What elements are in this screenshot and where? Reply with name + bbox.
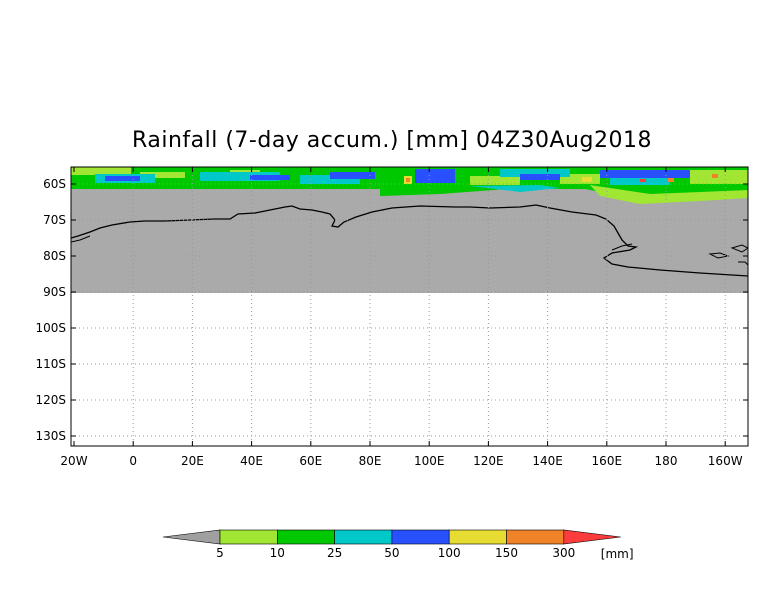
colorbar-tick-label: 300 — [552, 546, 575, 560]
lon-label: 180 — [655, 454, 678, 468]
lat-label: 110S — [35, 357, 66, 371]
rainfall-band — [71, 167, 748, 204]
lon-label: 140E — [532, 454, 563, 468]
colorbar-tick-label: 10 — [270, 546, 285, 560]
lat-label: 130S — [35, 429, 66, 443]
colorbar-tick-label: 150 — [495, 546, 518, 560]
colorbar-tick-label: 50 — [384, 546, 399, 560]
lon-label: 120E — [473, 454, 504, 468]
colorbar-tick-label: 100 — [438, 546, 461, 560]
antarctic-coastline — [71, 204, 748, 277]
axis-ticks — [71, 167, 748, 446]
colorbar-left-arrow — [162, 529, 221, 545]
lon-label: 0 — [129, 454, 137, 468]
colorbar-tick-label: 5 — [216, 546, 224, 560]
colorbar-segment — [334, 529, 393, 545]
colorbar-segment — [391, 529, 450, 545]
lat-label: 90S — [43, 285, 66, 299]
lon-label: 20W — [60, 454, 87, 468]
lat-label: 70S — [43, 213, 66, 227]
colorbar: 5 10 25 50 100 150 300 [mm] — [162, 529, 634, 561]
lon-label: 160E — [592, 454, 623, 468]
lon-label: 80E — [359, 454, 382, 468]
lon-label: 100E — [414, 454, 445, 468]
lat-label: 80S — [43, 249, 66, 263]
map-title: Rainfall (7-day accum.) [mm] 04Z30Aug201… — [132, 128, 652, 153]
colorbar-segment — [448, 529, 507, 545]
colorbar-unit: [mm] — [601, 547, 634, 561]
lat-label: 60S — [43, 177, 66, 191]
colorbar-segment — [506, 529, 565, 545]
lat-label: 100S — [35, 321, 66, 335]
latitude-labels: 60S 70S 80S 90S 100S 110S 120S 130S — [35, 177, 66, 443]
lon-label: 20E — [181, 454, 204, 468]
longitude-labels: 20W 0 20E 40E 60E 80E 100E 120E 140E 160E 180 160W — [60, 454, 742, 468]
lon-label: 160W — [708, 454, 743, 468]
colorbar-segment — [219, 529, 278, 545]
colorbar-tick-label: 25 — [327, 546, 342, 560]
colorbar-right-arrow — [563, 529, 621, 545]
lon-label: 40E — [240, 454, 263, 468]
colorbar-segment — [276, 529, 335, 545]
lat-label: 120S — [35, 393, 66, 407]
map-frame — [70, 166, 749, 447]
map-grid — [71, 167, 748, 446]
lon-label: 60E — [299, 454, 322, 468]
